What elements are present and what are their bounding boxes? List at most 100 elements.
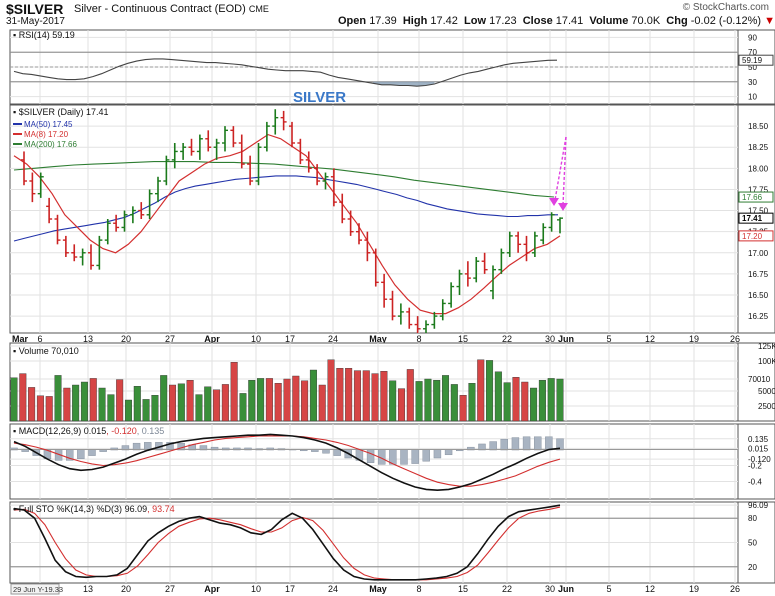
macd-tick-label: -0.2 bbox=[748, 461, 762, 470]
x-axis-label-bottom: 12 bbox=[645, 584, 655, 594]
volume-bar bbox=[345, 368, 353, 422]
price-last-label: 17.20 bbox=[742, 232, 763, 241]
volume-bar bbox=[292, 375, 300, 422]
volume-bar bbox=[89, 378, 97, 422]
volume-bar bbox=[124, 399, 132, 422]
x-axis-label: Mar bbox=[12, 334, 29, 344]
macd-legend: ▪ MACD(12,26,9) 0.015, -0.120, 0.135 bbox=[13, 426, 164, 436]
x-axis-label: 13 bbox=[83, 334, 93, 344]
x-axis-label: 24 bbox=[328, 334, 338, 344]
volume-bar bbox=[72, 384, 80, 422]
volume-bar bbox=[265, 378, 273, 422]
x-axis-label: 12 bbox=[645, 334, 655, 344]
price-last-label: 17.41 bbox=[742, 214, 763, 223]
rsi-last-box bbox=[738, 54, 774, 66]
ma200-line bbox=[13, 161, 555, 198]
macd-legend-value: , 0.135 bbox=[137, 426, 165, 436]
x-axis-label-bottom: 30 bbox=[545, 584, 555, 594]
volume-bar bbox=[221, 384, 229, 422]
chart-date: 31-May-2017 bbox=[6, 16, 65, 27]
price-tick-label: 16.50 bbox=[748, 291, 769, 300]
x-axis-label: 15 bbox=[458, 334, 468, 344]
macd-histogram-bar bbox=[433, 449, 442, 459]
price-last-box bbox=[738, 191, 774, 203]
macd-histogram-bar bbox=[366, 449, 375, 463]
close-value: 17.41 bbox=[555, 15, 584, 27]
x-axis-label: 30 bbox=[545, 334, 555, 344]
volume-bar bbox=[36, 395, 44, 422]
volume-bar bbox=[503, 382, 511, 422]
chg-value: -0.02 (-0.12%) bbox=[690, 15, 762, 27]
price-tick-label: 18.50 bbox=[748, 122, 769, 131]
rsi-tick-label: 50 bbox=[748, 63, 757, 72]
x-axis-label: 20 bbox=[121, 334, 131, 344]
chg-down-arrow-icon: ▼ bbox=[764, 15, 775, 27]
x-axis-label-bottom: 19 bbox=[689, 584, 699, 594]
x-axis-label-bottom: 27 bbox=[165, 584, 175, 594]
macd-histogram-bar bbox=[444, 449, 453, 456]
macd-legend-value: , -0.120 bbox=[106, 426, 137, 436]
chart-canvas: 90 70 50 30 10 59.19 ▪ RSI(14) 59.19 18.50 18.25… bbox=[9, 29, 775, 595]
volume-bar bbox=[204, 386, 212, 422]
price-tick-label: 16.25 bbox=[748, 312, 769, 321]
x-axis-label: 22 bbox=[502, 334, 512, 344]
rsi-panel-axis bbox=[737, 29, 775, 105]
volume-bar bbox=[10, 377, 18, 422]
volume-bar bbox=[538, 380, 546, 422]
price-tick-label: 16.75 bbox=[748, 270, 769, 279]
x-axis-label-bottom: Jun bbox=[558, 584, 574, 594]
volume-bar bbox=[477, 359, 485, 422]
volume-bar bbox=[28, 387, 36, 422]
price-tick-label: 17.75 bbox=[748, 185, 769, 194]
macd-histogram-bar bbox=[534, 436, 542, 451]
macd-line bbox=[13, 433, 561, 492]
volume-label: Volume bbox=[589, 15, 629, 27]
price-tick-label: 17.50 bbox=[748, 207, 769, 216]
volume-bar bbox=[283, 378, 291, 422]
macd-histogram-bar bbox=[500, 438, 508, 451]
sto-tick-label: 50 bbox=[748, 539, 757, 548]
rsi-tick-label: 30 bbox=[748, 78, 757, 87]
rsi-tick-label: 10 bbox=[748, 93, 757, 102]
volume-bar bbox=[389, 380, 397, 422]
sto-tick-label: 20 bbox=[748, 563, 757, 572]
symbol-description: Silver - Continuous Contract (EOD) CME bbox=[74, 3, 269, 15]
volume-bar bbox=[186, 380, 194, 422]
chart-header: $SILVER Silver - Continuous Contract (EO… bbox=[0, 0, 775, 28]
volume-bar bbox=[133, 386, 141, 422]
rsi-line bbox=[13, 58, 558, 87]
volume-bar bbox=[371, 373, 379, 422]
macd-histogram-bar bbox=[411, 449, 419, 464]
volume-tick-label: 25000 bbox=[758, 402, 775, 411]
volume-bar bbox=[406, 369, 414, 422]
volume-bar bbox=[257, 378, 265, 422]
volume-bar bbox=[362, 370, 370, 422]
sto-k-line bbox=[13, 504, 561, 581]
macd-histogram-bar bbox=[400, 449, 408, 465]
volume-bar bbox=[424, 378, 432, 422]
high-label: High bbox=[402, 15, 428, 27]
macd-histogram-bar bbox=[522, 436, 531, 451]
volume-bar bbox=[301, 380, 309, 422]
rsi-tick-label: 70 bbox=[748, 48, 757, 57]
price-tick-label: 18.00 bbox=[748, 164, 769, 173]
volume-bar bbox=[230, 362, 238, 422]
volume-bar bbox=[327, 359, 335, 422]
volume-bar bbox=[248, 380, 256, 422]
volume-bar bbox=[397, 388, 405, 422]
price-last-label: 17.66 bbox=[742, 193, 763, 202]
volume-bar bbox=[556, 378, 564, 422]
volume-bar bbox=[45, 396, 53, 422]
macd-tick-label: 0.135 bbox=[748, 435, 769, 444]
volume-bar bbox=[107, 394, 115, 422]
volume-bar bbox=[213, 389, 221, 422]
volume-bar bbox=[177, 383, 185, 422]
volume-bar bbox=[433, 380, 441, 422]
macd-histogram-bar bbox=[132, 442, 141, 451]
chg-label: Chg bbox=[666, 15, 688, 27]
x-axis-label-bottom: 22 bbox=[502, 584, 512, 594]
x-axis-label: 8 bbox=[416, 334, 421, 344]
volume-tick-label: 100K bbox=[758, 357, 775, 366]
x-axis-label: 6 bbox=[37, 334, 42, 344]
cursor-readout-box bbox=[10, 583, 60, 595]
